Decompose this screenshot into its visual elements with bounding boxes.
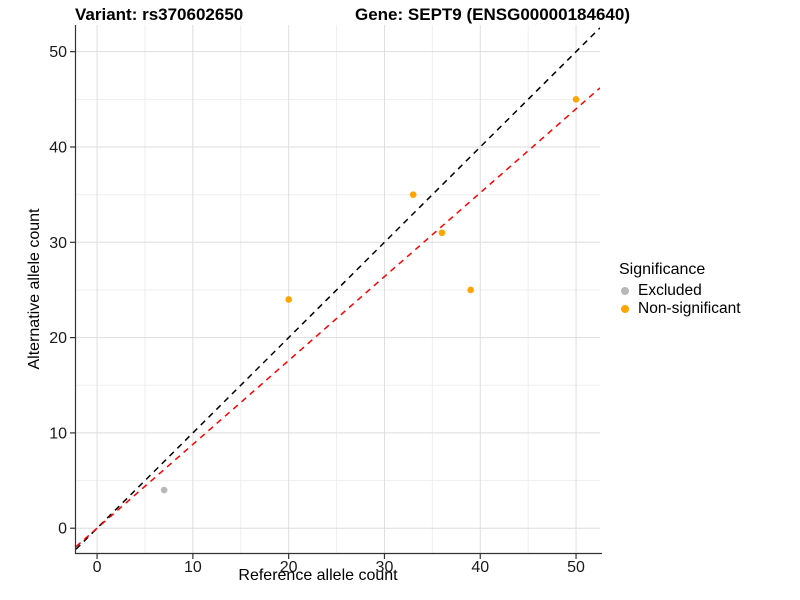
- y-tick-label: 50: [49, 44, 67, 61]
- legend-item-excluded: Excluded: [619, 282, 741, 300]
- y-tick-label: 10: [49, 425, 67, 442]
- data-point-non-significant: [572, 96, 580, 103]
- plot-title-variant: Variant: rs370602650: [75, 5, 244, 24]
- x-tick-label: 0: [93, 559, 102, 576]
- x-tick-label: 40: [471, 559, 489, 576]
- data-point-non-significant: [285, 296, 292, 303]
- y-tick-label: 30: [49, 235, 67, 252]
- y-axis-label: Alternative allele count: [26, 208, 43, 370]
- x-tick-label: 50: [567, 559, 585, 576]
- x-tick-label: 20: [280, 559, 298, 576]
- fit-line: [76, 87, 600, 548]
- legend-dot-icon: [621, 287, 629, 295]
- legend-items: Excluded Non-significant: [619, 282, 741, 318]
- x-tick-label: 30: [376, 559, 394, 576]
- y-tick-label: 20: [49, 330, 67, 347]
- x-tick-label: 10: [184, 559, 202, 576]
- y-tick-label: 40: [49, 139, 67, 156]
- legend-dot-icon: [621, 305, 629, 313]
- legend-item-non-significant: Non-significant: [619, 300, 741, 318]
- data-point-non-significant: [467, 286, 474, 294]
- identity-line: [76, 27, 600, 550]
- plot-title-gene: Gene: SEPT9 (ENSG00000184640): [355, 5, 630, 24]
- legend: Significance Excluded Non-significant: [619, 261, 741, 318]
- y-tick-label: 0: [58, 521, 67, 538]
- x-axis-label: Reference allele count: [238, 567, 398, 584]
- legend-title: Significance: [619, 261, 706, 278]
- data-point-excluded: [160, 486, 168, 494]
- data-point-non-significant: [409, 191, 417, 198]
- legend-item-label: Non-significant: [638, 300, 741, 317]
- legend-item-label: Excluded: [638, 282, 702, 299]
- data-point-non-significant: [438, 229, 446, 237]
